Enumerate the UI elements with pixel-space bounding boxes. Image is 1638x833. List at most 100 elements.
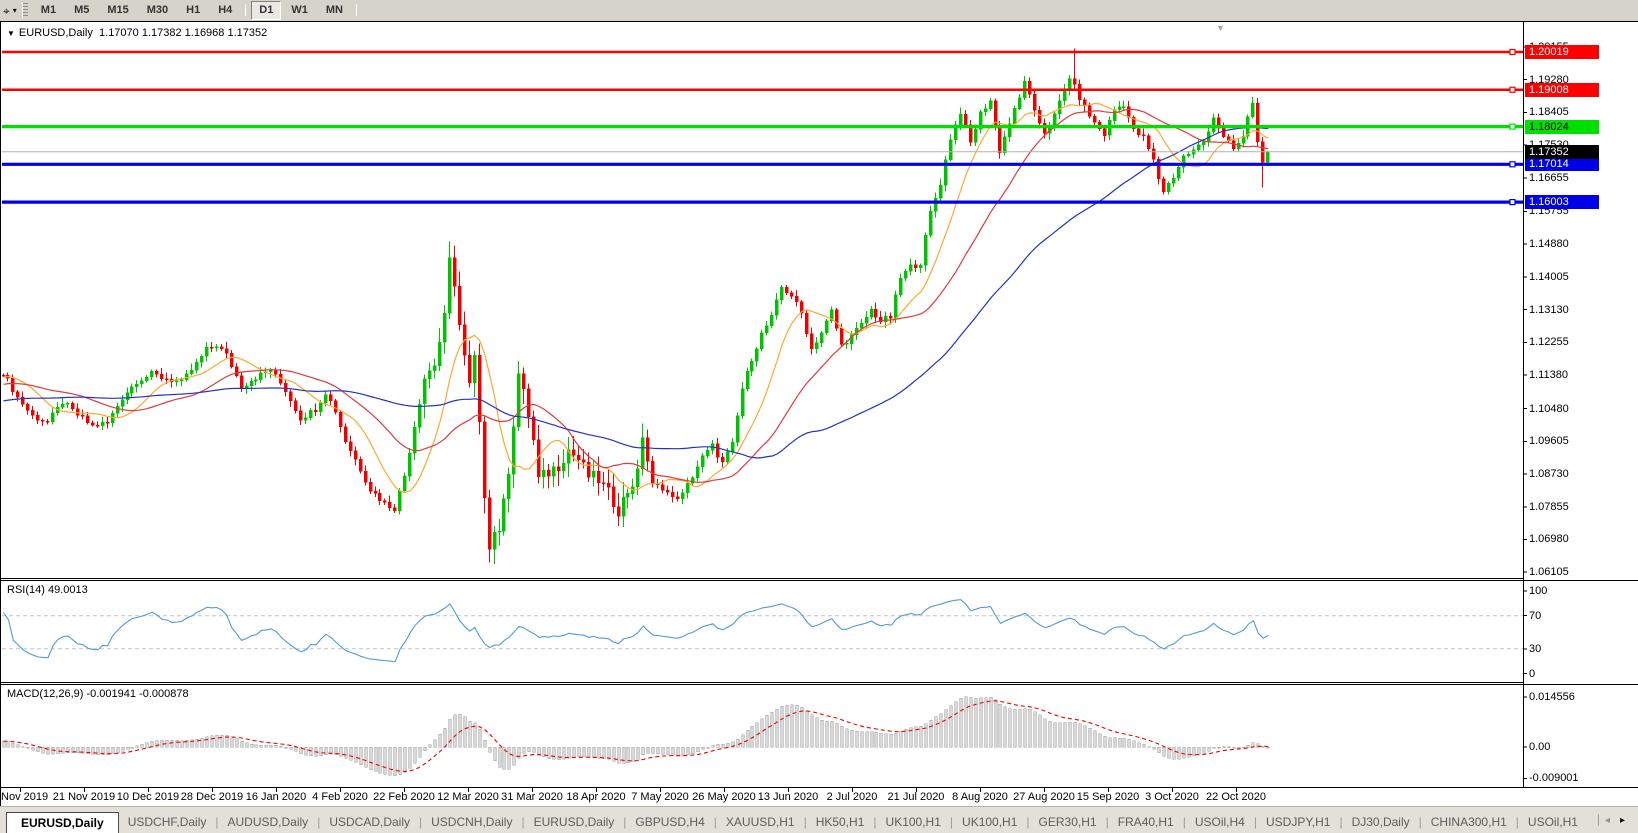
rsi-indicator-label: RSI(14) 49.0013 bbox=[7, 584, 88, 596]
tab-separator: | bbox=[521, 815, 525, 829]
rsi-axis-tick: 30 bbox=[1529, 642, 1542, 655]
chart-tab-AUDUSD,Daily[interactable]: AUDUSD,Daily bbox=[227, 815, 309, 829]
macd-axis-tick: 0.014556 bbox=[1529, 690, 1575, 703]
current-price-badge: 1.17352 bbox=[1525, 144, 1599, 159]
date-axis-label: 15 Sep 2020 bbox=[1076, 791, 1140, 803]
price-axis-tick: 1.11380 bbox=[1529, 368, 1568, 381]
date-axis-label: 27 Aug 2020 bbox=[1013, 791, 1075, 803]
tab-separator: | bbox=[1596, 812, 1600, 826]
chart-tab-XAUUSD,H1[interactable]: XAUUSD,H1 bbox=[725, 815, 795, 829]
tab-separator: | bbox=[803, 815, 807, 829]
date-axis-label: 13 Jun 2020 bbox=[757, 791, 819, 803]
chart-tab-USOil,H1[interactable]: USOil,H1 bbox=[1527, 815, 1578, 829]
chart-title: ▼ EURUSD,Daily 1.17070 1.17382 1.16968 1.… bbox=[7, 27, 267, 39]
chart-tab-CHINA300,H1[interactable]: CHINA300,H1 bbox=[1430, 815, 1507, 829]
price-axis-tick: 1.14880 bbox=[1529, 238, 1569, 251]
collapse-caret-icon[interactable]: ▼ bbox=[7, 29, 15, 38]
price-axis-tick: 1.12255 bbox=[1529, 336, 1569, 349]
chart-tab-active-EURUSD,Daily[interactable]: EURUSD,Daily bbox=[6, 812, 119, 833]
tab-separator: | bbox=[623, 815, 627, 829]
rsi-axis-tick: 100 bbox=[1529, 584, 1548, 597]
macd-indicator-label: MACD(12,26,9) -0.001941 -0.000878 bbox=[7, 688, 189, 700]
price-level-badge: 1.17014 bbox=[1525, 157, 1599, 172]
price-axis-tick: 1.06105 bbox=[1529, 566, 1569, 579]
tab-separator: | bbox=[1418, 815, 1422, 829]
price-level-badge: 1.16003 bbox=[1525, 195, 1599, 210]
macd-axis-tick: -0.009001 bbox=[1529, 772, 1579, 785]
chart-tab-GER30,H1[interactable]: GER30,H1 bbox=[1038, 815, 1097, 829]
chart-tabs-bar: EURUSD,Daily USDCHF,Daily | AUDUSD,Daily | US… bbox=[0, 806, 1638, 833]
chart-shift-marker-icon[interactable]: ▼ bbox=[1216, 23, 1225, 33]
price-axis-tick: 1.06980 bbox=[1529, 533, 1569, 546]
date-axis-label: 21 Nov 2019 bbox=[52, 791, 116, 803]
timeframe-button-M30[interactable]: M30 bbox=[146, 4, 169, 16]
tab-separator: | bbox=[215, 815, 219, 829]
chart-tab-USDCAD,Daily[interactable]: USDCAD,Daily bbox=[329, 815, 410, 829]
chart-tab-USDCNH,Daily[interactable]: USDCNH,Daily bbox=[431, 815, 513, 829]
macd-axis-tick: 0.00 bbox=[1529, 741, 1551, 754]
chart-tab-USDJPY,H1[interactable]: USDJPY,H1 bbox=[1265, 815, 1331, 829]
tab-separator: | bbox=[713, 815, 717, 829]
chart-tab-DJ30,Daily[interactable]: DJ30,Daily bbox=[1351, 815, 1410, 829]
rsi-axis-tick: 0 bbox=[1529, 667, 1536, 680]
tab-separator: | bbox=[873, 815, 877, 829]
tabs-scroll-right-icon[interactable]: ▸ bbox=[1619, 814, 1625, 826]
price-axis-tick: 1.18405 bbox=[1529, 106, 1569, 119]
date-axis-label: 31 Mar 2020 bbox=[501, 791, 563, 803]
date-axis-label: 8 Aug 2020 bbox=[952, 791, 1008, 803]
chart-window[interactable] bbox=[0, 21, 1638, 806]
timeframe-button-MN[interactable]: MN bbox=[325, 4, 343, 16]
date-axis-label: 21 Jul 2020 bbox=[887, 791, 945, 803]
chart-tab-EURUSD,Daily[interactable]: EURUSD,Daily bbox=[533, 815, 615, 829]
date-axis-label: 26 May 2020 bbox=[692, 791, 756, 803]
chart-tab-USOil,H4[interactable]: USOil,H4 bbox=[1194, 815, 1245, 829]
date-axis-label: 2 Jul 2020 bbox=[826, 791, 878, 803]
date-axis-label: 2 Nov 2019 bbox=[0, 791, 49, 803]
date-axis-label: 22 Oct 2020 bbox=[1206, 791, 1266, 803]
price-axis-tick: 1.19280 bbox=[1529, 73, 1569, 86]
timeframe-toolbar: ⌖ ▾ M1 M5 M15 M30 H1 H4 D1 W1 MN bbox=[0, 0, 1638, 22]
tab-separator: | bbox=[1105, 815, 1109, 829]
toolbar-separator bbox=[355, 4, 357, 16]
tab-separator: | bbox=[1339, 815, 1343, 829]
chart-tab-GBPUSD,H4[interactable]: GBPUSD,H4 bbox=[635, 815, 705, 829]
tab-scroll-arrows: | ◂ ▸ bbox=[1597, 809, 1638, 833]
chart-tab-UK100,H1[interactable]: UK100,H1 bbox=[962, 815, 1018, 829]
chart-tab-USDCHF,Daily[interactable]: USDCHF,Daily bbox=[127, 815, 207, 829]
tab-separator: | bbox=[419, 815, 423, 829]
date-axis-label: 7 May 2020 bbox=[631, 791, 689, 803]
date-axis-label: 10 Dec 2019 bbox=[116, 791, 180, 803]
timeframe-button-M1[interactable]: M1 bbox=[40, 4, 57, 16]
chart-tab-UK100,H1[interactable]: UK100,H1 bbox=[885, 815, 941, 829]
date-axis-label: 4 Feb 2020 bbox=[312, 791, 368, 803]
chevron-down-icon: ▾ bbox=[12, 6, 17, 15]
tab-separator: | bbox=[1026, 815, 1030, 829]
date-axis-label: 12 Mar 2020 bbox=[437, 791, 499, 803]
timeframe-button-D1[interactable]: D1 bbox=[251, 1, 282, 20]
timeframe-button-H4[interactable]: H4 bbox=[218, 4, 233, 16]
timeframe-button-W1[interactable]: W1 bbox=[291, 4, 308, 16]
price-axis-tick: 1.13130 bbox=[1529, 303, 1569, 316]
chart-tab-FRA40,H1[interactable]: FRA40,H1 bbox=[1117, 815, 1174, 829]
price-axis-tick: 1.10480 bbox=[1529, 402, 1569, 415]
price-axis-tick: 1.14005 bbox=[1529, 270, 1569, 283]
toolbar-grip-handle[interactable] bbox=[21, 3, 28, 18]
crosshair-icon: ⌖ bbox=[3, 3, 10, 18]
tab-separator: | bbox=[949, 815, 954, 829]
price-level-badge: 1.19008 bbox=[1525, 82, 1599, 97]
price-axis-tick: 1.16655 bbox=[1529, 171, 1569, 184]
timeframe-button-M15[interactable]: M15 bbox=[107, 4, 129, 16]
chart-tab-HK50,H1[interactable]: HK50,H1 bbox=[815, 815, 865, 829]
price-axis-tick: 1.08730 bbox=[1529, 468, 1569, 481]
tabs-scroll-left-icon[interactable]: ◂ bbox=[1604, 814, 1610, 826]
crosshair-tool-button[interactable]: ⌖ ▾ bbox=[0, 1, 20, 20]
toolbar-separator bbox=[245, 4, 247, 16]
tab-separator: | bbox=[1182, 815, 1186, 829]
timeframe-button-H1[interactable]: H1 bbox=[186, 4, 201, 16]
date-axis-label: 16 Jan 2020 bbox=[245, 791, 307, 803]
timeframe-buttons: M1 M5 M15 M30 H1 H4 D1 W1 MN bbox=[32, 1, 361, 20]
price-axis-tick: 1.07855 bbox=[1529, 500, 1569, 513]
date-axis-label: 28 Dec 2019 bbox=[180, 791, 244, 803]
timeframe-button-M5[interactable]: M5 bbox=[74, 4, 90, 16]
